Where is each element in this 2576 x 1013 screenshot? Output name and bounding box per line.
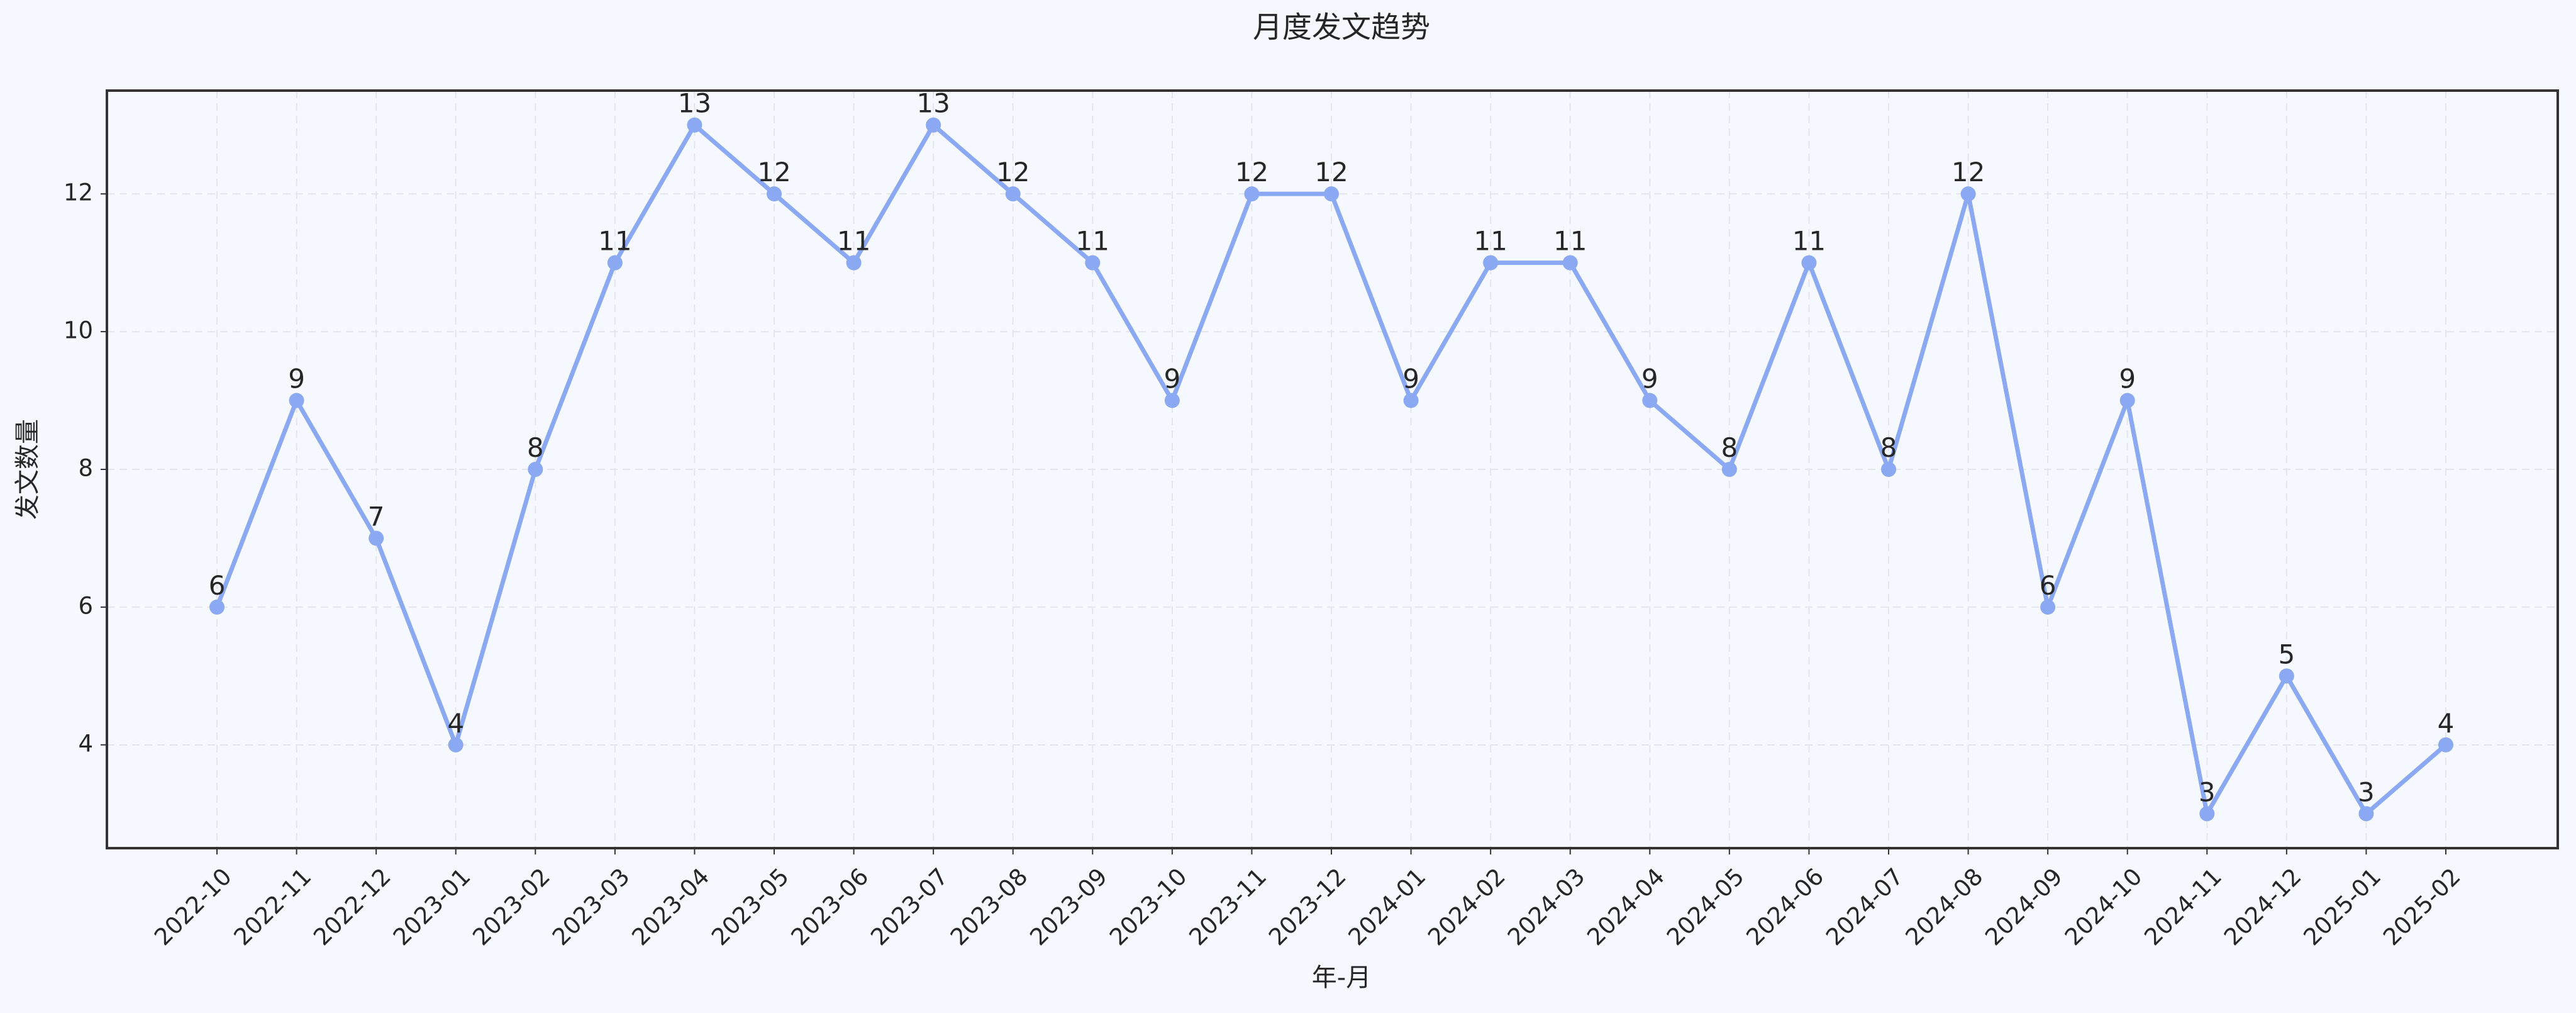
chart-title: 月度发文趋势 (1253, 11, 1430, 45)
value-label: 12 (1314, 157, 1348, 187)
value-label: 12 (996, 157, 1030, 187)
value-label: 9 (288, 364, 305, 395)
value-label: 8 (1880, 432, 1897, 463)
point (369, 530, 384, 546)
point (1324, 186, 1339, 202)
point (1562, 255, 1578, 271)
value-label: 6 (209, 570, 226, 601)
point (2040, 599, 2056, 615)
value-label: 13 (916, 88, 950, 119)
y-tick-label: 8 (78, 455, 93, 482)
point (1721, 462, 1737, 477)
value-label: 3 (2358, 776, 2375, 807)
point (2199, 806, 2215, 822)
point (528, 462, 543, 477)
point (2358, 806, 2374, 822)
y-tick-label: 6 (78, 592, 93, 619)
point (289, 393, 304, 408)
point (1164, 393, 1180, 408)
value-label: 11 (1553, 226, 1587, 257)
value-label: 11 (598, 226, 631, 257)
y-tick-label: 10 (64, 317, 93, 344)
point (687, 117, 702, 133)
value-label: 6 (2040, 570, 2057, 601)
point (1403, 393, 1419, 408)
point (1801, 255, 1817, 271)
value-label: 11 (837, 226, 870, 257)
y-tick-label: 12 (64, 179, 93, 206)
value-label: 4 (2438, 708, 2455, 739)
point (1642, 393, 1658, 408)
value-label: 11 (1792, 226, 1826, 257)
x-axis-label: 年-月 (1312, 963, 1371, 992)
point (2279, 668, 2294, 684)
value-label: 9 (1163, 364, 1180, 395)
point (607, 255, 623, 271)
value-label: 13 (678, 88, 711, 119)
point (926, 117, 941, 133)
point (448, 737, 464, 753)
point (1085, 255, 1101, 271)
point (767, 186, 782, 202)
plot-frame (106, 89, 2559, 849)
point (209, 599, 225, 615)
value-label: 8 (527, 432, 544, 463)
value-label: 9 (1641, 364, 1658, 395)
point (2438, 737, 2453, 753)
y-tick-label: 4 (78, 730, 93, 757)
point (1244, 186, 1260, 202)
y-axis-label: 发文数量 (13, 419, 42, 520)
value-label: 9 (2119, 364, 2136, 395)
value-label: 11 (1076, 226, 1109, 257)
value-label: 12 (1235, 157, 1269, 187)
point (1960, 186, 1976, 202)
value-label: 4 (447, 708, 464, 739)
value-label: 5 (2278, 639, 2295, 669)
value-label: 8 (1721, 432, 1738, 463)
point (846, 255, 862, 271)
point (1005, 186, 1021, 202)
value-label: 12 (1951, 157, 1985, 187)
value-label: 9 (1402, 364, 1419, 395)
value-label: 3 (2199, 776, 2216, 807)
value-label: 12 (757, 157, 791, 187)
point (2119, 393, 2135, 408)
point (1881, 462, 1896, 477)
value-label: 11 (1474, 226, 1507, 257)
point (1483, 255, 1499, 271)
value-label: 7 (368, 501, 385, 532)
